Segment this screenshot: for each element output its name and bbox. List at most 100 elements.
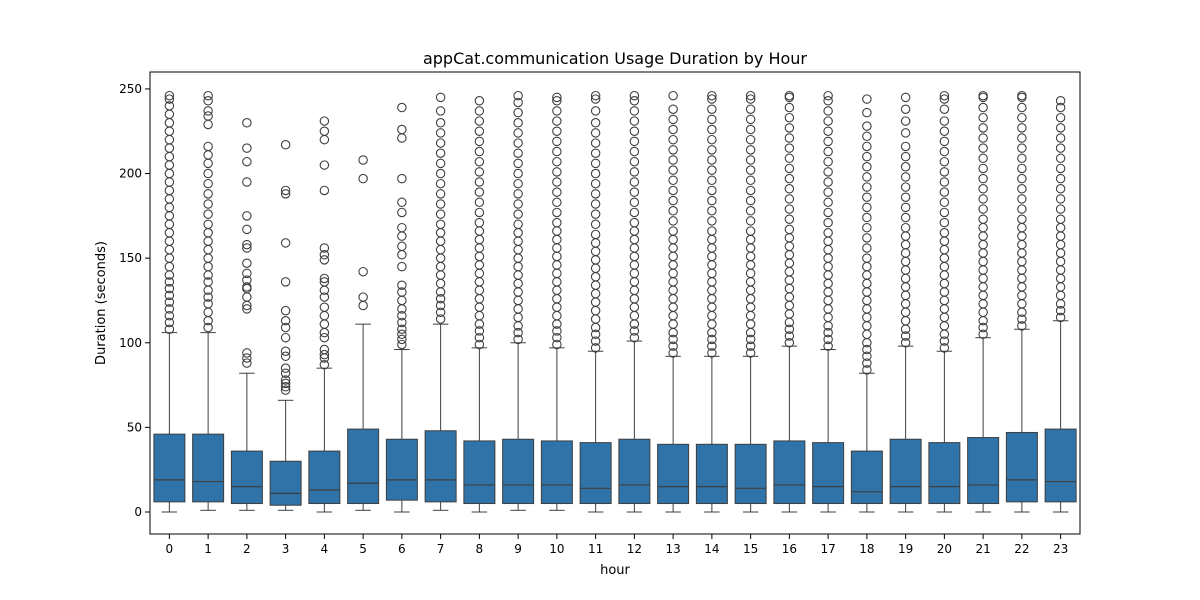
outlier-point <box>203 90 213 101</box>
y-tick-label: 200 <box>119 167 142 181</box>
outlier-point <box>1055 143 1066 153</box>
outlier-point <box>397 197 407 208</box>
outlier-point <box>668 216 678 226</box>
outlier-point <box>707 216 717 226</box>
outlier-point <box>242 177 252 187</box>
y-tick-label: 0 <box>134 505 142 519</box>
outlier-point <box>164 211 175 221</box>
outlier-point <box>784 338 795 348</box>
box-hour-9 <box>502 90 535 511</box>
outlier-point <box>474 243 485 253</box>
outlier-point <box>590 229 601 240</box>
outlier-point <box>1017 112 1027 123</box>
outlier-point <box>552 277 562 287</box>
outlier-point <box>1017 273 1027 284</box>
outlier-point <box>164 94 175 104</box>
outlier-point <box>978 322 988 333</box>
outlier-point <box>1055 173 1066 184</box>
outlier-point <box>203 106 213 116</box>
outlier-point <box>823 287 833 297</box>
outlier-point <box>862 278 872 289</box>
outlier-point <box>552 339 562 350</box>
outlier-point <box>707 310 717 321</box>
y-tick-label: 150 <box>119 251 142 265</box>
outlier-point <box>745 268 756 279</box>
outlier-point <box>552 146 562 157</box>
outlier-point <box>939 104 950 114</box>
plot-frame <box>149 71 1081 535</box>
outlier-point <box>319 243 330 253</box>
outlier-point <box>978 184 988 194</box>
outlier-point <box>900 162 911 172</box>
outlier-point <box>397 295 407 306</box>
outlier-point <box>862 151 872 162</box>
outlier-point <box>668 195 678 206</box>
outlier-point <box>823 304 833 314</box>
outlier-point <box>707 348 717 358</box>
outlier-point <box>552 326 562 336</box>
outlier-point <box>745 302 756 312</box>
outlier-point <box>513 199 523 209</box>
outlier-point <box>164 160 175 170</box>
outlier-point <box>474 197 485 208</box>
outlier-point <box>784 143 795 153</box>
x-tick-label: 13 <box>665 542 680 556</box>
outlier-point <box>900 256 911 267</box>
outlier-point <box>552 302 562 312</box>
outlier-point <box>939 253 950 263</box>
outlier-point <box>474 96 485 106</box>
outlier-point <box>900 128 911 138</box>
outlier-point <box>668 319 678 329</box>
outlier-point <box>900 282 911 292</box>
outlier-point <box>552 187 562 197</box>
outlier-point <box>784 275 795 285</box>
outlier-point <box>513 158 523 169</box>
outlier-point <box>629 268 640 279</box>
outlier-point <box>862 351 872 362</box>
outlier-point <box>319 327 330 338</box>
iqr-box <box>540 440 573 505</box>
outlier-point <box>397 334 407 345</box>
outlier-point <box>397 250 407 260</box>
outlier-point <box>203 299 213 309</box>
outlier-point <box>474 251 485 262</box>
outlier-point <box>590 343 601 353</box>
outlier-point <box>784 324 795 334</box>
outlier-point <box>707 226 717 236</box>
outlier-point <box>552 268 562 279</box>
outlier-point <box>668 206 678 216</box>
outlier-point <box>242 353 252 363</box>
box-hour-10 <box>540 92 573 511</box>
outlier-point <box>668 251 678 262</box>
outlier-point <box>164 304 175 314</box>
outlier-point <box>242 348 252 358</box>
outlier-point <box>939 94 950 104</box>
outlier-point <box>629 251 640 262</box>
outlier-point <box>862 312 872 323</box>
outlier-point <box>552 260 562 270</box>
x-tick-label: 4 <box>321 542 329 556</box>
outlier-point <box>474 268 485 279</box>
outlier-point <box>474 234 485 245</box>
outlier-point <box>319 292 330 302</box>
outlier-point <box>1017 214 1027 224</box>
outlier-point <box>280 382 291 392</box>
outlier-point <box>513 304 523 314</box>
outlier-point <box>668 226 678 236</box>
outlier-point <box>203 168 213 179</box>
outlier-point <box>435 236 446 246</box>
outlier-point <box>319 160 330 170</box>
outlier-point <box>745 155 756 165</box>
y-axis-label: Duration (seconds) <box>94 241 109 365</box>
outlier-point <box>164 151 175 162</box>
iqr-box <box>269 460 302 506</box>
iqr-box <box>463 440 496 505</box>
outlier-point <box>164 134 175 145</box>
outlier-point <box>784 241 795 252</box>
outlier-point <box>397 173 407 184</box>
iqr-box <box>308 450 341 505</box>
outlier-point <box>164 277 175 287</box>
outlier-point <box>164 261 175 272</box>
outlier-point <box>397 124 407 135</box>
outlier-point <box>707 124 717 135</box>
